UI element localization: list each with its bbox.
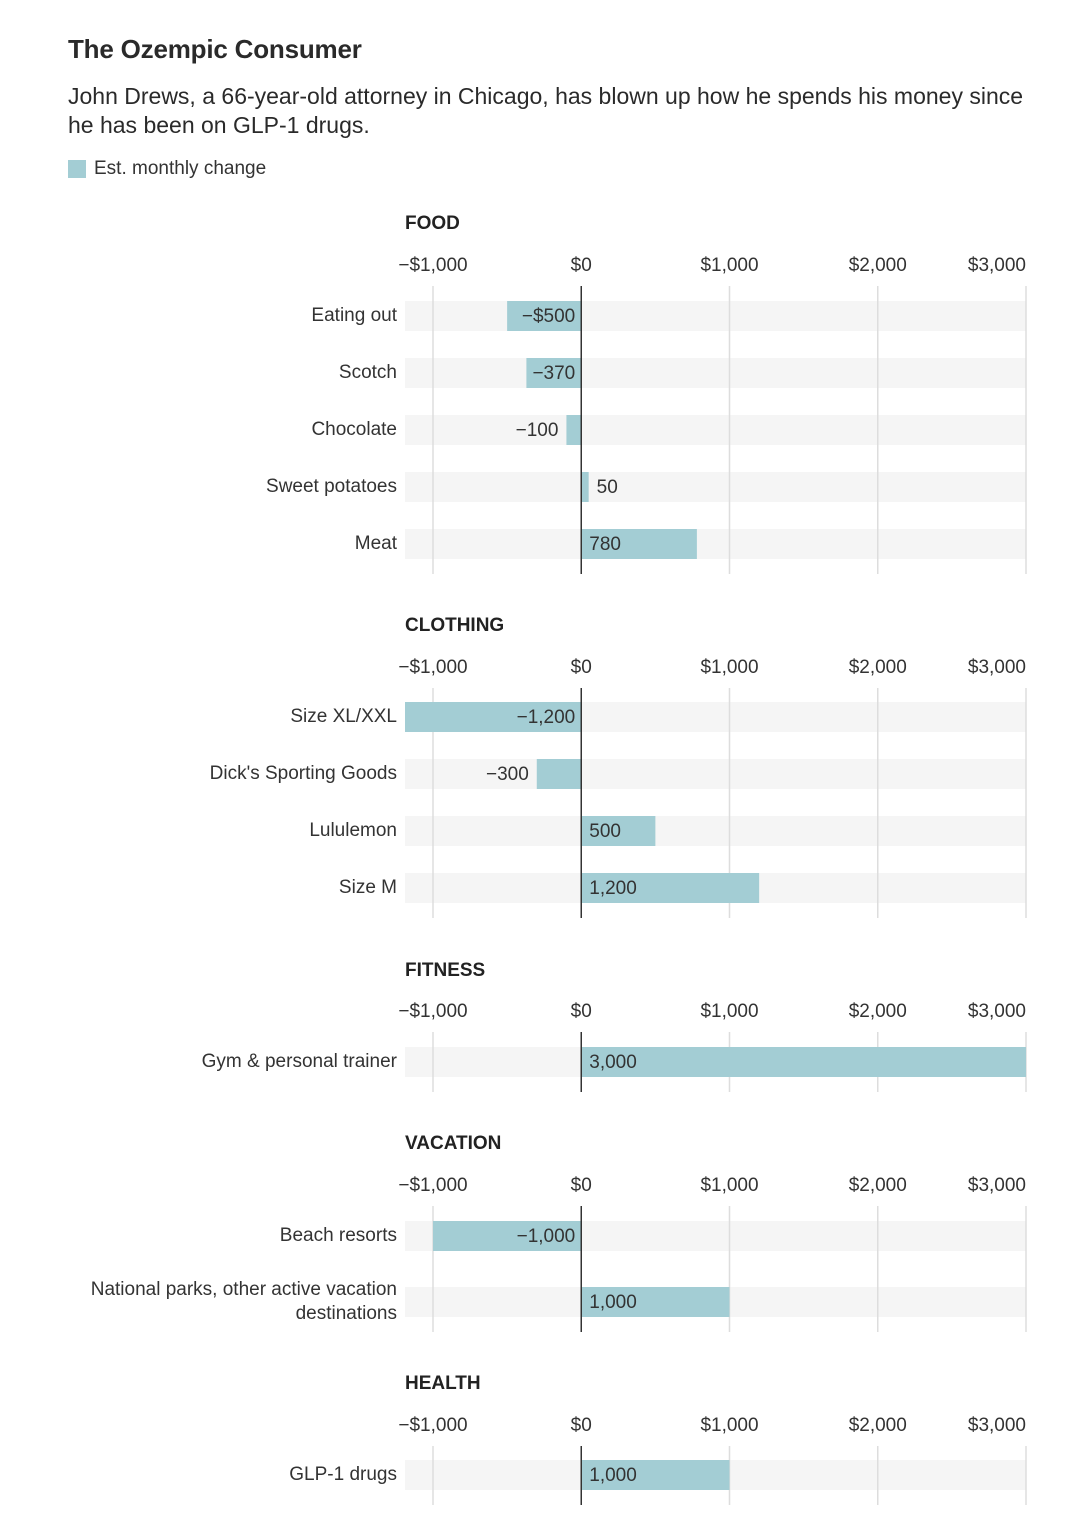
value-label: −300 [486, 764, 529, 785]
x-tick-label: −$1,000 [398, 255, 467, 276]
x-tick-label: $2,000 [849, 1415, 907, 1436]
group-title: CLOTHING [405, 615, 504, 636]
category-label: Size XL/XXL [290, 706, 397, 727]
category-label: National parks, other active vacation des… [91, 1279, 397, 1324]
value-label: 780 [589, 534, 621, 555]
x-tick-label: $1,000 [700, 1175, 758, 1196]
x-tick-label: −$1,000 [398, 1175, 467, 1196]
row-track [405, 415, 1026, 445]
category-label: Chocolate [311, 419, 397, 440]
bar [581, 1047, 1026, 1077]
chart-title: The Ozempic Consumer [68, 34, 362, 64]
row-track [405, 301, 1026, 331]
value-label: −1,200 [517, 707, 576, 728]
row-track [405, 759, 1026, 789]
bar [566, 415, 582, 445]
group-title: HEALTH [405, 1373, 481, 1394]
category-label: Sweet potatoes [266, 476, 397, 497]
x-tick-label: $0 [571, 1175, 592, 1196]
x-tick-label: −$1,000 [398, 1001, 467, 1022]
group-title: FITNESS [405, 960, 485, 981]
row-track [405, 529, 1026, 559]
category-label: Dick's Sporting Goods [210, 763, 397, 784]
x-tick-label: $3,000 [968, 657, 1026, 678]
bar [581, 873, 760, 903]
x-tick-label: $1,000 [700, 1415, 758, 1436]
bar [405, 702, 582, 732]
value-label: 3,000 [589, 1052, 637, 1073]
x-tick-label: $0 [571, 1001, 592, 1022]
value-label: 1,000 [589, 1465, 637, 1486]
bar [581, 1287, 730, 1317]
x-tick-label: $3,000 [968, 255, 1026, 276]
value-label: −1,000 [517, 1226, 576, 1247]
bar [526, 358, 582, 388]
x-tick-label: $2,000 [849, 1001, 907, 1022]
bar [536, 759, 582, 789]
x-tick-label: −$1,000 [398, 657, 467, 678]
x-tick-label: $3,000 [968, 1175, 1026, 1196]
value-label: −370 [532, 363, 575, 384]
x-tick-label: $1,000 [700, 255, 758, 276]
value-label: 500 [589, 821, 621, 842]
category-label: Eating out [311, 305, 397, 326]
x-tick-label: $3,000 [968, 1001, 1026, 1022]
bar [581, 1460, 730, 1490]
group-title: VACATION [405, 1133, 501, 1154]
x-tick-label: $1,000 [700, 1001, 758, 1022]
x-tick-label: $2,000 [849, 1175, 907, 1196]
category-label: Size M [339, 877, 397, 898]
category-label: Beach resorts [280, 1225, 397, 1246]
category-label: Lululemon [309, 820, 397, 841]
legend-label: Est. monthly change [94, 158, 267, 179]
bar [581, 816, 656, 846]
group-title: FOOD [405, 213, 460, 234]
category-label: Meat [355, 533, 398, 554]
bar [581, 472, 589, 502]
row-track [405, 358, 1026, 388]
category-label: Gym & personal trainer [202, 1051, 398, 1072]
x-tick-label: $2,000 [849, 657, 907, 678]
bar [581, 529, 697, 559]
legend: Est. monthly change [68, 158, 266, 180]
x-tick-label: $0 [571, 1415, 592, 1436]
bar [507, 301, 582, 331]
value-label: −$500 [522, 306, 575, 327]
legend-swatch [68, 160, 86, 178]
x-tick-label: $2,000 [849, 255, 907, 276]
category-label: Scotch [339, 362, 397, 383]
x-tick-label: $1,000 [700, 657, 758, 678]
row-track [405, 472, 1026, 502]
x-tick-label: −$1,000 [398, 1415, 467, 1436]
x-tick-label: $0 [571, 657, 592, 678]
chart-subtitle: John Drews, a 66-year-old attorney in Ch… [68, 83, 1024, 138]
value-label: −100 [516, 420, 559, 441]
value-label: 50 [597, 477, 618, 498]
category-label: GLP-1 drugs [289, 1464, 397, 1485]
x-tick-label: $0 [571, 255, 592, 276]
x-tick-label: $3,000 [968, 1415, 1026, 1436]
value-label: 1,200 [589, 878, 637, 899]
row-track [405, 816, 1026, 846]
bar [433, 1221, 582, 1251]
value-label: 1,000 [589, 1292, 637, 1313]
